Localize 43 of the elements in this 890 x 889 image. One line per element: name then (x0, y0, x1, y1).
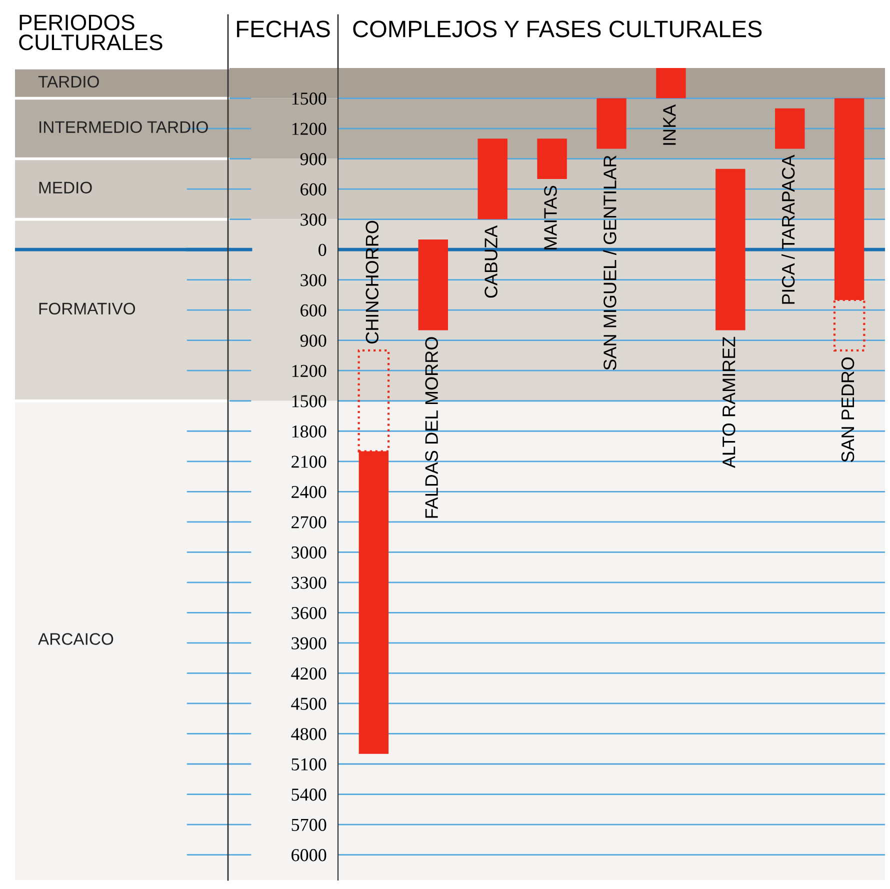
y-tick-label: 5400 (292, 788, 326, 801)
x-tick-label: INKA (663, 104, 676, 145)
y-tick-label: 600 (300, 183, 326, 196)
y-tick-label: 900 (300, 334, 326, 347)
y-tick-label: 3300 (292, 576, 326, 589)
y-tick-label: 2400 (292, 486, 326, 498)
y-tick-label: 1800 (292, 425, 326, 438)
y-tick-label: 1500 (292, 395, 326, 408)
y-tick-label: 4200 (291, 667, 326, 680)
y-tick-label: 2700 (292, 516, 326, 528)
x-tick-label: SAN PEDRO (841, 357, 854, 462)
y-tick-label: 5700 (292, 818, 326, 831)
y-tick-label: 2100 (292, 456, 326, 468)
y-tick-label: 3900 (292, 637, 326, 650)
y-tick-label: 4800 (291, 728, 326, 740)
x-tick-label: FALDAS DEL MORRO (425, 337, 438, 518)
band-label: TARDIO (38, 76, 99, 88)
band-label: ARCAICO (38, 633, 114, 645)
y-axis-title: FECHAS (237, 20, 330, 38)
y-tick-label: 1200 (292, 364, 326, 378)
y-tick-label: 5100 (292, 758, 326, 770)
y-tick-label: 300 (300, 274, 326, 286)
x-tick-label: CABUZA (484, 225, 498, 298)
y-tick-label: 900 (300, 153, 326, 166)
y-tick-label: 3600 (292, 606, 326, 620)
y-tick-label: 3000 (292, 546, 326, 559)
y-tick-label: 6000 (292, 849, 326, 862)
x-tick-label: CHINCHORRO (366, 220, 379, 344)
band-label: INTERMEDIO TARDIO (40, 121, 208, 133)
y-tick-label: 300 (300, 214, 326, 226)
chart-title: COMPLEJOS Y FASES CULTURALES (353, 20, 762, 38)
y-tick-label: 600 (300, 304, 326, 317)
band-label: MEDIO (39, 182, 92, 194)
y-tick-label: 0 (318, 244, 326, 256)
y-tick-label: 1200 (292, 122, 326, 135)
y-tick-label: 4500 (291, 698, 326, 710)
band-label: FORMATIVO (39, 302, 136, 315)
x-tick-label: PICA / TARAPACA (781, 154, 795, 304)
x-tick-label: SAN MIGUEL / GENTILAR (603, 156, 616, 370)
text: PERIODOS CULTURALES (19, 14, 162, 50)
x-tick-label: MAITAS (544, 186, 557, 250)
y-tick-label: 1500 (292, 92, 326, 105)
x-tick-label: ALTO RAMIREZ (722, 336, 736, 468)
